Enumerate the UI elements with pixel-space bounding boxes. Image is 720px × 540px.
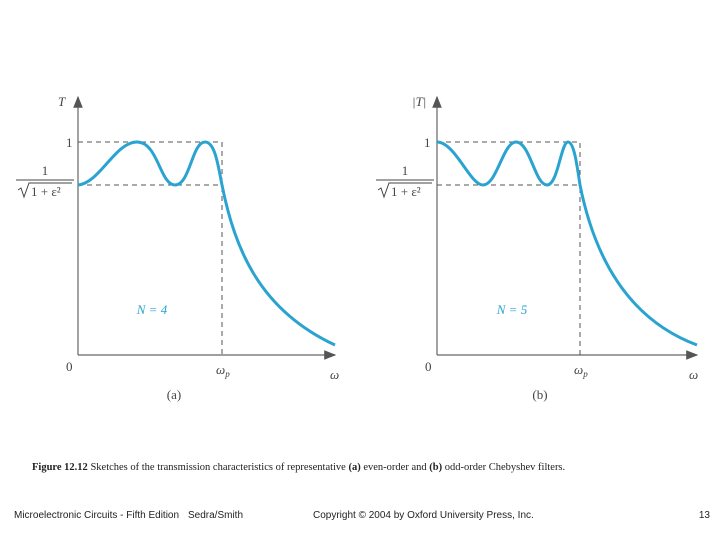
figure-number: Figure 12.12	[32, 462, 88, 473]
origin-label: 0	[425, 359, 432, 374]
origin-label: 0	[66, 359, 73, 374]
footer-copyright: Copyright © 2004 by Oxford University Pr…	[313, 510, 534, 521]
ripple-radicand: 1 + ε²	[391, 184, 421, 199]
panel-b: |T| 1 1 1 + ε² N = 5 0 ωp ω (b)	[376, 94, 699, 402]
response-curve	[436, 140, 698, 347]
edge-symbol: ω	[574, 362, 583, 377]
page-number: 13	[699, 510, 711, 521]
passband-guide	[78, 141, 223, 355]
caption-mark: (b)	[429, 462, 442, 473]
caption-text: Sketches of the transmission characteris…	[90, 462, 346, 473]
x-label: ω	[689, 367, 698, 382]
radical	[17, 182, 72, 199]
footer-authors: Sedra/Smith	[188, 510, 243, 521]
caption-text: odd-order Chebyshev filters.	[445, 462, 565, 473]
x-label: ω	[330, 367, 339, 382]
y-label: |T|	[412, 94, 426, 109]
caption-mark: (a)	[348, 462, 361, 473]
footer-book: Microelectronic Circuits - Fifth Edition	[14, 510, 179, 521]
ripple-radicand: 1 + ε²	[31, 184, 61, 199]
edge-label: ωp	[216, 362, 230, 379]
panel-label: (a)	[167, 387, 181, 402]
panel-label: (b)	[532, 387, 547, 402]
radical	[377, 182, 432, 199]
panel-a: T 1 1 1 + ε² N = 4 0 ωp ω (a)	[16, 94, 339, 402]
caption: Figure 12.12 Sketches of the transmissio…	[32, 462, 565, 473]
response-curve	[77, 140, 336, 347]
order-label: N = 5	[496, 302, 528, 317]
ripple-numerator: 1	[42, 163, 49, 178]
edge-label: ωp	[574, 362, 588, 379]
edge-subscript: p	[582, 369, 588, 379]
one-label: 1	[66, 135, 73, 150]
caption-text: even-order and	[363, 462, 427, 473]
edge-subscript: p	[224, 369, 230, 379]
passband-guide	[437, 141, 581, 355]
ripple-numerator: 1	[402, 163, 409, 178]
one-label: 1	[424, 135, 431, 150]
order-label: N = 4	[136, 302, 168, 317]
edge-symbol: ω	[216, 362, 225, 377]
y-label: T	[58, 94, 66, 109]
